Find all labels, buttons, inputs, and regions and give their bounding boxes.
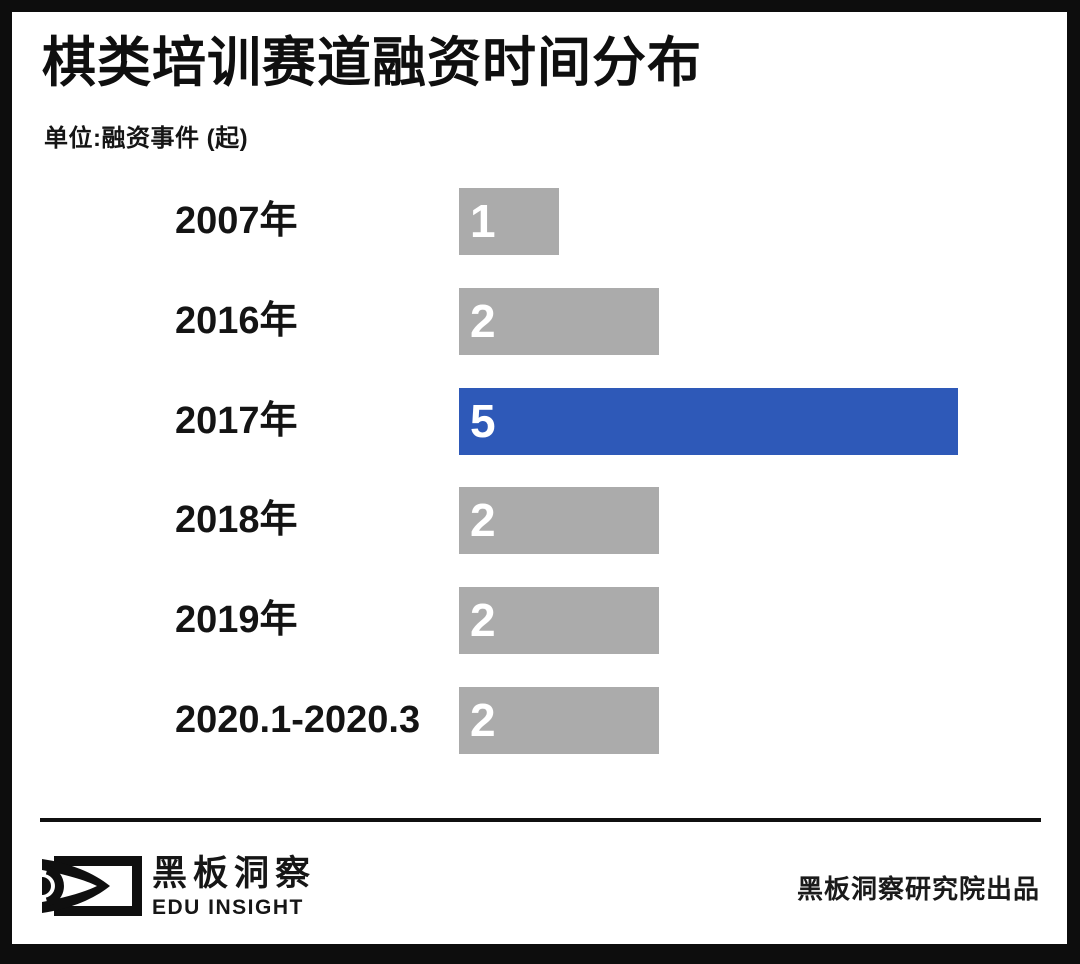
bar: 5 [459, 387, 958, 455]
chart-row: 2017年 5 [0, 387, 1080, 455]
page-title: 棋类培训赛道融资时间分布 [42, 33, 702, 93]
bar-value-label: 2 [470, 294, 496, 347]
category-label: 2007年 [175, 200, 298, 242]
bar: 2 [459, 287, 659, 355]
category-label: 2018年 [175, 499, 298, 542]
chart-row: 2007年 1 [0, 188, 1080, 255]
bar: 2 [459, 587, 659, 655]
footer-divider [40, 818, 1041, 822]
category-label: 2020.1-2020.3 [175, 699, 421, 741]
bar-value-label: 5 [470, 394, 496, 447]
chart-row: 2020.1-2020.3 2 [0, 687, 1080, 754]
logo-text-cn: 黑板洞察 [152, 854, 317, 893]
unit-label: 单位:融资事件 (起) [44, 125, 249, 152]
bar-value-label: 2 [470, 694, 496, 746]
eye-logo-icon [42, 856, 142, 916]
bar: 2 [459, 687, 659, 754]
category-label: 2019年 [175, 599, 298, 642]
bar-value-label: 1 [470, 195, 496, 247]
category-label: 2016年 [175, 299, 298, 342]
brand-logo: 黑板洞察 EDU INSIGHT [42, 852, 316, 919]
bar-value-label: 2 [470, 494, 496, 547]
credit-text: 黑板洞察研究院出品 [796, 874, 1040, 904]
bar: 1 [459, 188, 559, 255]
chart-row: 2018年 2 [0, 487, 1080, 555]
chart-row: 2016年 2 [0, 287, 1080, 355]
category-label: 2017年 [175, 399, 298, 442]
logo-text: 黑板洞察 EDU INSIGHT [152, 852, 316, 919]
bar-value-label: 2 [470, 594, 496, 647]
chart-row: 2019年 2 [0, 587, 1080, 655]
bar: 2 [459, 487, 659, 555]
logo-text-en: EDU INSIGHT [152, 896, 304, 919]
